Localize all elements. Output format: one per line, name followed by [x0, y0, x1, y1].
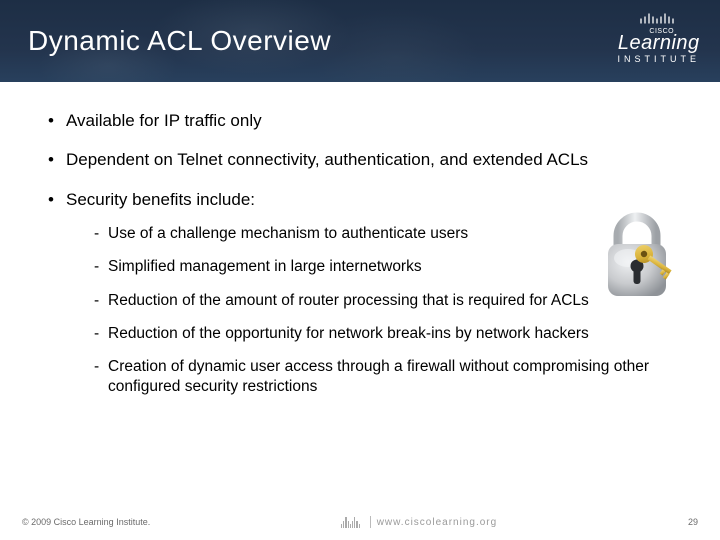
page-number: 29 — [688, 517, 698, 527]
footer-url-text: www.ciscolearning.org — [377, 517, 498, 528]
sub-bullet-text: Reduction of the opportunity for network… — [108, 325, 589, 342]
bullet-text: Dependent on Telnet connectivity, authen… — [66, 150, 588, 169]
slide-footer: © 2009 Cisco Learning Institute. www.cis… — [0, 516, 720, 528]
footer-divider — [370, 516, 371, 528]
bullet-text: Available for IP traffic only — [66, 111, 262, 130]
sub-bullet-item: Use of a challenge mechanism to authenti… — [94, 224, 680, 243]
sub-bullet-text: Use of a challenge mechanism to authenti… — [108, 225, 468, 242]
slide-body: Available for IP traffic only Dependent … — [48, 110, 680, 414]
sub-bullet-item: Reduction of the amount of router proces… — [94, 291, 680, 310]
sub-bullet-list: Use of a challenge mechanism to authenti… — [94, 224, 680, 396]
bullet-item: Dependent on Telnet connectivity, authen… — [48, 149, 680, 170]
footer-url: www.ciscolearning.org — [341, 516, 497, 528]
brand-logo: CISCO Learning INSTITUTE — [618, 10, 701, 64]
copyright-text: © 2009 Cisco Learning Institute. — [22, 517, 150, 527]
sub-bullet-item: Reduction of the opportunity for network… — [94, 324, 680, 343]
sub-bullet-item: Simplified management in large internetw… — [94, 257, 680, 276]
padlock-icon — [598, 208, 676, 303]
slide: Dynamic ACL Overview CISCO Learning — [0, 0, 720, 540]
sub-bullet-text: Creation of dynamic user access through … — [108, 358, 649, 394]
cisco-bars-icon — [623, 10, 695, 26]
sub-bullet-item: Creation of dynamic user access through … — [94, 357, 680, 396]
bullet-text: Security benefits include: — [66, 190, 255, 209]
slide-header: Dynamic ACL Overview CISCO Learning — [0, 0, 720, 82]
bullet-item: Security benefits include: Use of a chal… — [48, 189, 680, 397]
brand-main: Learning — [618, 33, 700, 53]
cisco-bars-small-icon — [341, 516, 360, 528]
bullet-list: Available for IP traffic only Dependent … — [48, 110, 680, 396]
brand-sub: INSTITUTE — [618, 54, 701, 64]
sub-bullet-text: Reduction of the amount of router proces… — [108, 292, 589, 309]
sub-bullet-text: Simplified management in large internetw… — [108, 258, 422, 275]
slide-title: Dynamic ACL Overview — [28, 25, 331, 57]
bullet-item: Available for IP traffic only — [48, 110, 680, 131]
